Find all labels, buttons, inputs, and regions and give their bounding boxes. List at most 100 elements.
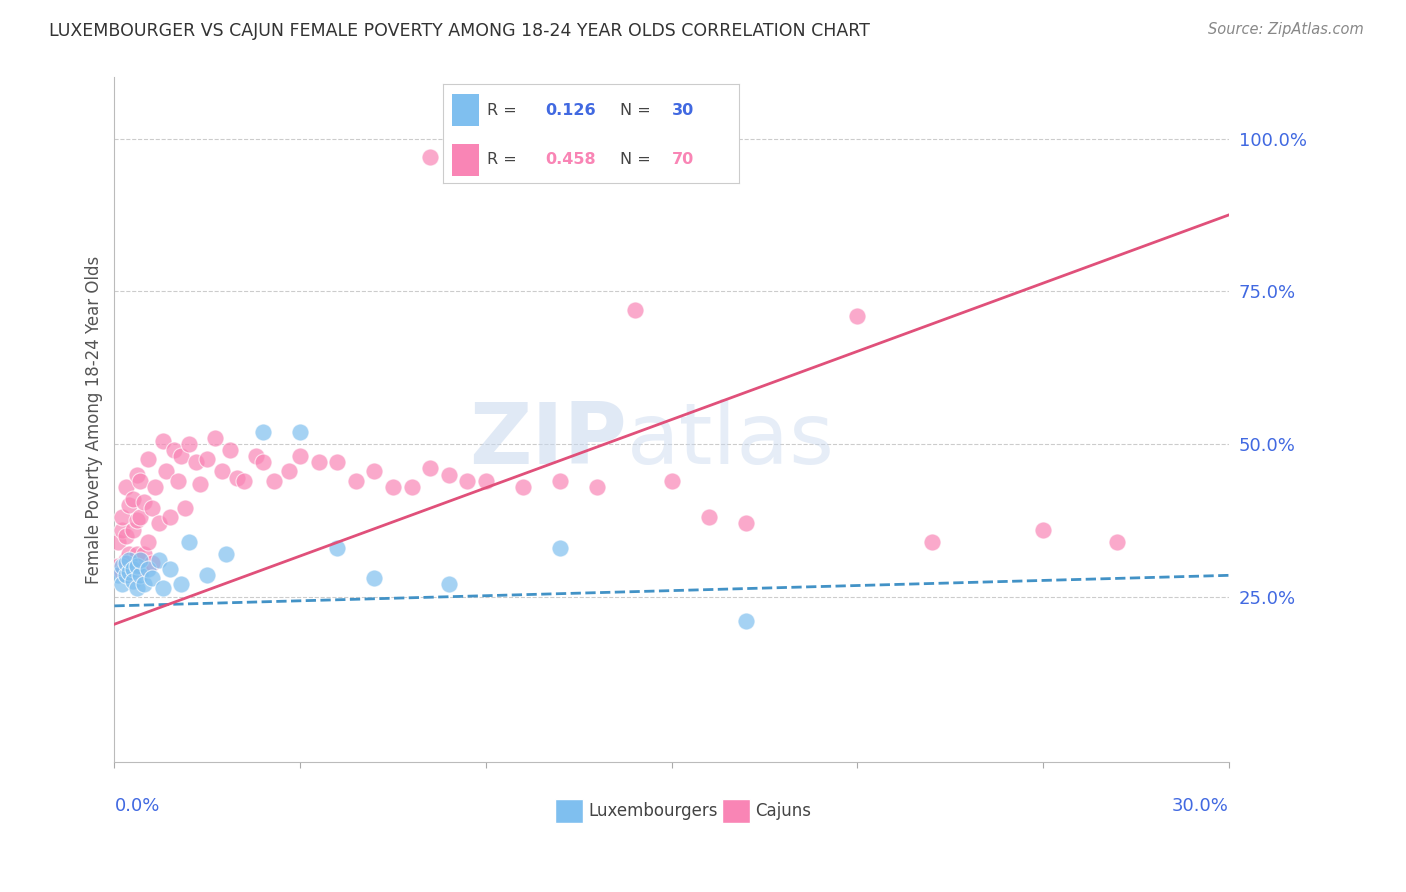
Point: [134, 577, 156, 591]
Point: [278, 465, 301, 479]
Point: [174, 501, 197, 516]
Point: [141, 556, 163, 570]
Point: [344, 474, 367, 488]
Point: [382, 480, 405, 494]
Point: [129, 474, 152, 488]
Y-axis label: Female Poverty Among 18-24 Year Olds: Female Poverty Among 18-24 Year Olds: [86, 255, 103, 583]
Point: [141, 501, 163, 516]
Point: [548, 541, 571, 555]
Point: [114, 556, 136, 570]
Point: [211, 465, 233, 479]
Point: [129, 568, 152, 582]
Point: [586, 480, 609, 494]
Point: [136, 534, 159, 549]
Point: [921, 534, 943, 549]
Point: [125, 547, 148, 561]
Point: [548, 474, 571, 488]
Point: [195, 452, 218, 467]
Point: [163, 443, 186, 458]
Point: [252, 425, 274, 439]
Point: [118, 553, 141, 567]
Point: [170, 577, 193, 591]
Point: [148, 516, 170, 531]
Point: [125, 559, 148, 574]
Point: [114, 480, 136, 494]
Point: [111, 577, 134, 591]
Point: [166, 474, 188, 488]
Point: [122, 523, 145, 537]
Point: [188, 476, 211, 491]
Point: [215, 547, 238, 561]
Point: [129, 562, 152, 576]
Point: [122, 574, 145, 589]
Point: [136, 452, 159, 467]
Point: [148, 553, 170, 567]
Point: [363, 571, 385, 585]
Point: [143, 480, 166, 494]
Point: [326, 455, 349, 469]
Point: [326, 541, 349, 555]
Point: [288, 425, 311, 439]
Point: [177, 534, 200, 549]
Text: LUXEMBOURGER VS CAJUN FEMALE POVERTY AMONG 18-24 YEAR OLDS CORRELATION CHART: LUXEMBOURGER VS CAJUN FEMALE POVERTY AMO…: [49, 22, 870, 40]
Point: [152, 581, 174, 595]
Point: [288, 449, 311, 463]
Point: [125, 581, 148, 595]
Point: [170, 449, 193, 463]
Point: [245, 449, 267, 463]
Bar: [554, 798, 582, 823]
Point: [125, 513, 148, 527]
Point: [155, 465, 177, 479]
Point: [177, 437, 200, 451]
Point: [122, 562, 145, 576]
Point: [118, 566, 141, 580]
Bar: [721, 798, 749, 823]
Point: [218, 443, 240, 458]
Point: [107, 534, 129, 549]
Point: [114, 568, 136, 582]
Point: [697, 510, 720, 524]
Point: [401, 480, 423, 494]
Point: [118, 498, 141, 512]
Point: [134, 547, 156, 561]
Point: [141, 571, 163, 585]
Text: atlas: atlas: [627, 399, 835, 482]
Point: [111, 566, 134, 580]
Point: [419, 150, 441, 164]
Point: [159, 510, 181, 524]
Point: [437, 577, 460, 591]
Point: [122, 562, 145, 576]
Point: [134, 495, 156, 509]
Point: [419, 461, 441, 475]
Point: [308, 455, 330, 469]
Point: [846, 309, 869, 323]
Point: [114, 528, 136, 542]
Point: [118, 568, 141, 582]
Point: [186, 455, 208, 469]
Point: [152, 434, 174, 448]
Point: [735, 516, 758, 531]
Text: Source: ZipAtlas.com: Source: ZipAtlas.com: [1208, 22, 1364, 37]
Point: [136, 562, 159, 576]
Point: [1107, 534, 1129, 549]
Point: [512, 480, 534, 494]
Text: ZIP: ZIP: [470, 399, 627, 482]
Point: [107, 559, 129, 574]
Text: 0.0%: 0.0%: [114, 797, 160, 815]
Point: [114, 553, 136, 567]
Text: 30.0%: 30.0%: [1173, 797, 1229, 815]
Point: [125, 467, 148, 482]
Point: [475, 474, 498, 488]
Point: [363, 465, 385, 479]
Point: [111, 523, 134, 537]
Point: [252, 455, 274, 469]
Point: [226, 470, 249, 484]
Text: Luxembourgers: Luxembourgers: [588, 802, 717, 820]
Point: [195, 568, 218, 582]
Text: Cajuns: Cajuns: [755, 802, 811, 820]
Point: [735, 614, 758, 628]
Point: [437, 467, 460, 482]
Point: [129, 510, 152, 524]
Point: [111, 510, 134, 524]
Point: [623, 302, 645, 317]
